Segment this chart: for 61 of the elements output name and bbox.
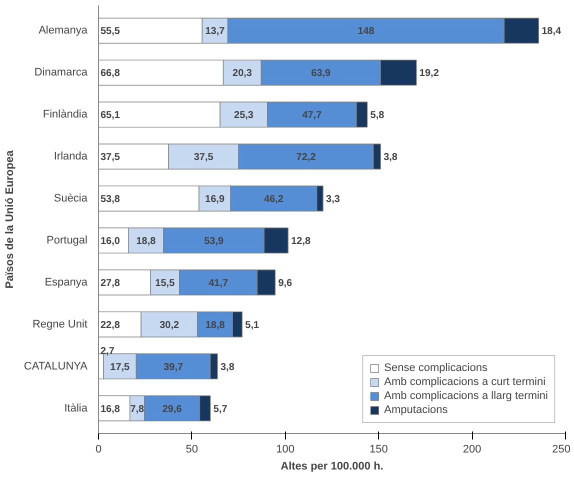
data-label: 3,8: [384, 152, 398, 164]
y-tick-label: Suècia: [54, 192, 88, 205]
y-tick-label: CATALUNYA: [24, 360, 88, 372]
data-label: 39,7: [164, 362, 184, 373]
data-label: 18,4: [542, 26, 562, 38]
data-label: 22,8: [100, 320, 120, 331]
data-label: 29,6: [162, 404, 182, 415]
y-tick-label: Irlanda: [54, 150, 88, 163]
data-label: 15,5: [155, 278, 176, 289]
legend-label: Sense complicacions: [384, 362, 488, 374]
data-label: 12,8: [291, 236, 312, 247]
data-label: 53,9: [204, 236, 224, 247]
y-axis-title: Països de la Unió Europea: [4, 150, 16, 289]
data-label: 37,5: [100, 152, 120, 164]
data-label: 41,7: [208, 278, 228, 289]
y-tick-label: Espanya: [44, 276, 88, 288]
data-label: 55,5: [100, 26, 120, 38]
data-label: 20,3: [232, 68, 252, 80]
x-tick-label: 100: [276, 444, 294, 456]
legend-label: Amb complicacions a curt termini: [384, 376, 546, 388]
y-tick-label: Regne Unit: [32, 318, 88, 330]
data-label: 72,2: [296, 152, 316, 164]
data-label: 63,9: [311, 68, 332, 80]
x-tick-label: 250: [552, 444, 571, 456]
data-label: 16,8: [100, 404, 120, 415]
legend-label: Amb complicacions a llarg termini: [384, 390, 548, 402]
y-tick-label: Portugal: [46, 234, 88, 246]
data-label: 13,7: [205, 26, 226, 38]
data-label: 18,8: [205, 320, 226, 331]
x-tick-label: 200: [462, 444, 482, 456]
x-axis-title: Altes per 100.000 h.: [280, 460, 384, 472]
x-tick-label: 50: [186, 444, 198, 456]
y-tick-label: Alemanya: [38, 24, 88, 37]
data-label: 7,8: [130, 404, 145, 415]
data-label: 5,1: [245, 320, 260, 331]
data-label: 65,1: [100, 110, 120, 122]
data-label: 25,3: [234, 110, 254, 122]
data-label: 27,8: [100, 278, 120, 289]
y-tick-label: Finlàndia: [42, 108, 88, 121]
data-label: 37,5: [194, 152, 214, 164]
data-label: 53,8: [100, 194, 120, 206]
x-tick-label: 150: [370, 444, 388, 456]
data-label: 16,9: [205, 194, 225, 206]
data-label: 5,7: [213, 404, 228, 415]
data-label: 148: [358, 26, 375, 38]
data-label: 30,2: [160, 320, 180, 331]
data-label: 17,5: [110, 362, 130, 373]
y-tick-label: Dinamarca: [34, 66, 88, 79]
x-tick-label: 0: [95, 444, 102, 456]
data-label: 66,8: [100, 68, 120, 80]
legend-label: Amputacions: [384, 404, 448, 416]
data-label: 9,6: [278, 278, 293, 289]
y-tick-label: Itàlia: [64, 402, 88, 414]
data-label: 3,3: [326, 194, 340, 206]
data-label: 46,2: [264, 194, 284, 206]
data-label: 5,8: [370, 110, 385, 122]
data-label: 47,7: [302, 110, 322, 122]
data-label: 18,8: [136, 236, 156, 247]
data-label: 16,0: [100, 236, 120, 247]
data-label: 19,2: [419, 68, 440, 80]
data-label: 3,8: [220, 362, 235, 373]
